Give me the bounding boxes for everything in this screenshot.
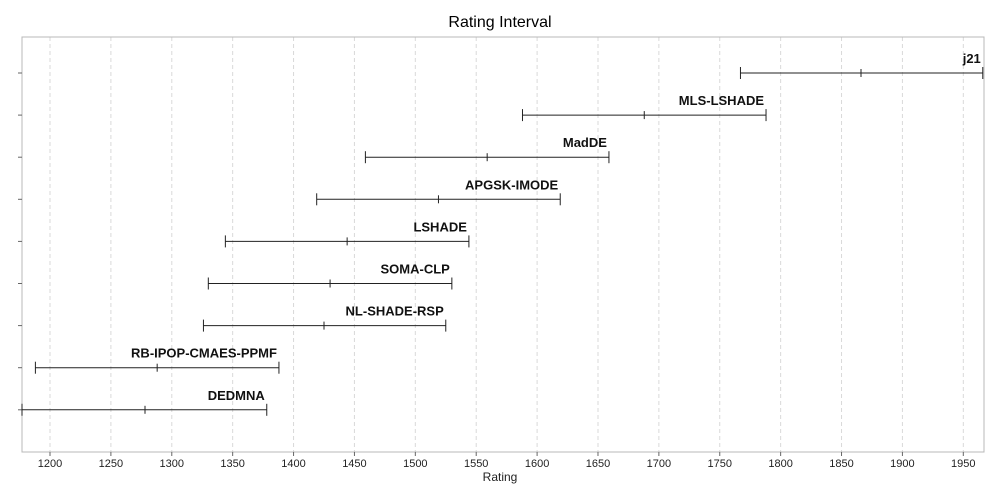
- x-tick-label-1500: 1500: [403, 458, 427, 470]
- plot-frame: [21, 36, 985, 453]
- interval-label: NL-SHADE-RSP: [346, 304, 445, 319]
- y-axis-ticks: [18, 72, 22, 411]
- x-tick-label-1850: 1850: [829, 458, 853, 470]
- interval-layer: j21 MLS-LSHADE MadDE APGSK-IMODE LSHADE SOMA-…: [21, 51, 984, 416]
- interval-LSHADE: LSHADE: [224, 219, 470, 248]
- interval-label: MLS-LSHADE: [679, 93, 765, 108]
- interval-label: DEDMNA: [208, 388, 266, 403]
- x-tick-label-1750: 1750: [708, 458, 732, 470]
- x-tick-label-1700: 1700: [647, 458, 671, 470]
- x-tick-label-1550: 1550: [464, 458, 488, 470]
- x-tick-label-1400: 1400: [281, 458, 305, 470]
- x-tick-label-1450: 1450: [342, 458, 366, 470]
- x-axis-label: Rating: [483, 470, 518, 484]
- x-tick-label-1600: 1600: [525, 458, 549, 470]
- x-tick-label-1300: 1300: [160, 458, 184, 470]
- interval-label: APGSK-IMODE: [465, 177, 559, 192]
- x-tick-label-1350: 1350: [220, 458, 244, 470]
- x-tick-label-1650: 1650: [586, 458, 610, 470]
- x-tick-label-1800: 1800: [768, 458, 792, 470]
- interval-NL-SHADE-RSP: NL-SHADE-RSP: [202, 304, 447, 332]
- interval-j21: j21: [739, 51, 984, 79]
- interval-label: RB-IPOP-CMAES-PPMF: [131, 346, 277, 361]
- interval-DEDMNA: DEDMNA: [21, 388, 268, 416]
- x-tick-label-1950: 1950: [951, 458, 975, 470]
- interval-label: j21: [962, 51, 981, 66]
- x-tick-label-1200: 1200: [38, 458, 62, 470]
- interval-MLS-LSHADE: MLS-LSHADE: [521, 93, 767, 122]
- interval-RB-IPOP-CMAES-PPMF: RB-IPOP-CMAES-PPMF: [34, 346, 280, 374]
- chart-title: Rating Interval: [448, 14, 551, 31]
- x-axis-tick-labels: 1200 1250 1300 1350 1400 1450 1500 1550 1600 1650…: [38, 452, 976, 470]
- interval-label: SOMA-CLP: [381, 262, 451, 277]
- interval-SOMA-CLP: SOMA-CLP: [207, 262, 453, 290]
- interval-label: MadDE: [563, 135, 607, 150]
- interval-label: LSHADE: [413, 219, 467, 234]
- x-tick-label-1250: 1250: [99, 458, 123, 470]
- x-tick-label-1900: 1900: [890, 458, 914, 470]
- interval-MadDE: MadDE: [364, 135, 610, 164]
- interval-APGSK-IMODE: APGSK-IMODE: [316, 177, 561, 206]
- grid-layer: [49, 37, 964, 452]
